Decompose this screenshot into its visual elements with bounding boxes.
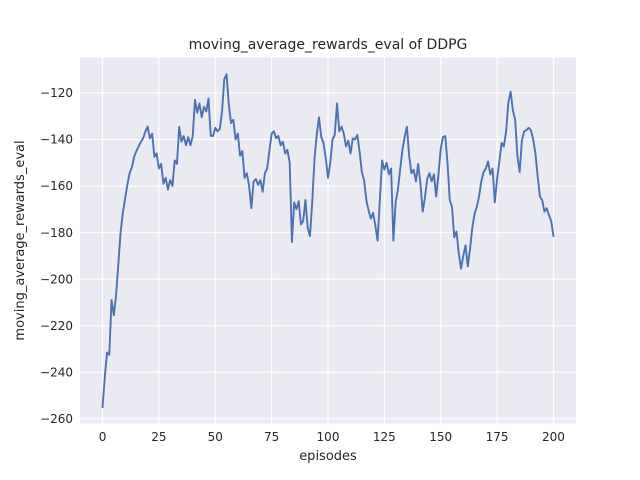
x-tick-label: 25 bbox=[151, 430, 166, 444]
y-tick-label: −220 bbox=[40, 319, 73, 333]
chart-title: moving_average_rewards_eval of DDPG bbox=[189, 37, 468, 53]
x-tick-label: 200 bbox=[542, 430, 565, 444]
x-tick-label: 175 bbox=[486, 430, 509, 444]
series-line-moving-average-rewards bbox=[101, 73, 555, 409]
gridlines bbox=[80, 57, 576, 424]
series-group bbox=[101, 73, 555, 409]
y-axis-label: moving_average_rewards_eval bbox=[13, 140, 28, 340]
x-tick-label: 100 bbox=[317, 430, 340, 444]
x-tick-labels: 0 25 50 75 100 125 150 175 200 bbox=[99, 430, 565, 444]
y-tick-label: −200 bbox=[40, 272, 73, 286]
y-tick-label: −160 bbox=[40, 179, 73, 193]
y-tick-label: −180 bbox=[40, 226, 73, 240]
x-tick-label: 0 bbox=[99, 430, 107, 444]
y-tick-label: −260 bbox=[40, 412, 73, 426]
y-tick-labels: −120 −140 −160 −180 −200 −220 −240 −260 bbox=[40, 86, 73, 426]
y-tick-label: −240 bbox=[40, 365, 73, 379]
y-tick-label: −140 bbox=[40, 133, 73, 147]
x-axis-label: episodes bbox=[299, 449, 357, 464]
x-tick-label: 75 bbox=[264, 430, 279, 444]
y-tick-label: −120 bbox=[40, 86, 73, 100]
x-tick-label: 150 bbox=[429, 430, 452, 444]
x-tick-label: 50 bbox=[208, 430, 223, 444]
x-tick-label: 125 bbox=[373, 430, 396, 444]
